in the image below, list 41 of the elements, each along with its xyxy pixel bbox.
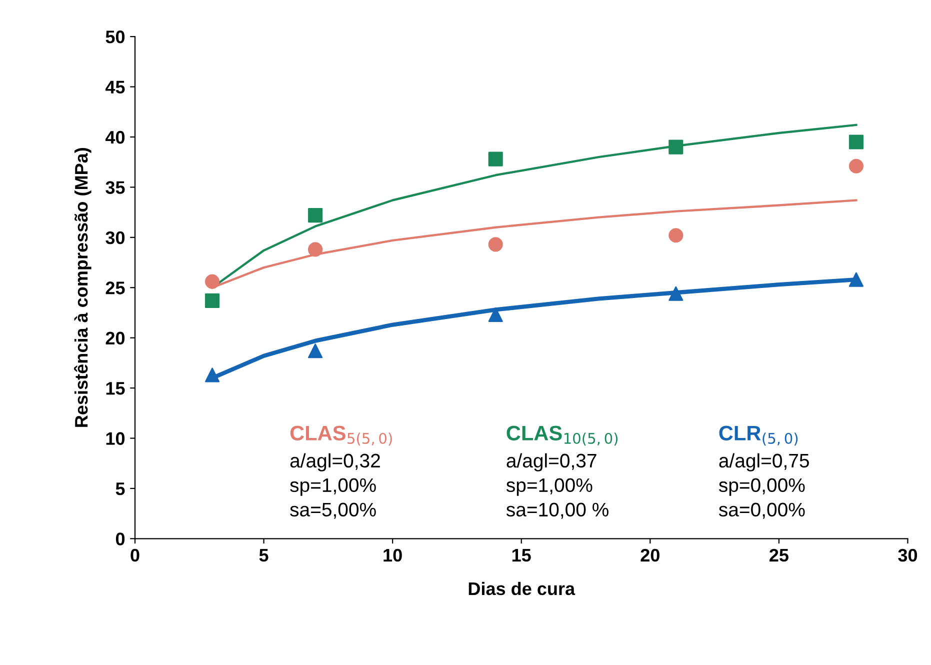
- y-tick-label: 30: [106, 231, 125, 244]
- x-tick-label: 30: [898, 548, 918, 562]
- point: [668, 140, 684, 154]
- x-tick-label: 20: [640, 548, 660, 562]
- point: [668, 228, 684, 243]
- x-tick-label: 25: [770, 548, 788, 562]
- point: [488, 237, 503, 252]
- y-tick-label: 0: [116, 532, 125, 546]
- y-tick-label: 45: [105, 80, 125, 94]
- x-tick-label: 10: [384, 548, 402, 562]
- y-tick-label: 40: [105, 130, 125, 144]
- point: [308, 208, 323, 223]
- text: CLAS$_{10(5,0)}$: [506, 426, 618, 446]
- y-tick-label: 10: [106, 432, 125, 445]
- y-tick-label: 15: [106, 382, 125, 395]
- y-tick-label: 5: [116, 482, 125, 496]
- point: [204, 368, 220, 382]
- y-tick-label: 25: [106, 282, 125, 294]
- point: [488, 307, 503, 322]
- y-tick-label: 50: [106, 30, 125, 44]
- point: [668, 286, 684, 301]
- y-tick-label: 35: [106, 181, 125, 194]
- point: [848, 158, 864, 174]
- point: [848, 134, 864, 150]
- point: [848, 272, 864, 287]
- text: CLAS$_{5(5,0)}$: [290, 426, 392, 446]
- annotation: a/agl=0,32 sp=1,00% sa=5,00%: [290, 453, 380, 519]
- y-tick-label: 20: [106, 332, 125, 345]
- point: [204, 274, 220, 289]
- annotation: a/agl=0,37 sp=1,00% sa=10,00 %: [506, 453, 608, 519]
- point: [204, 293, 220, 308]
- point: [308, 242, 323, 257]
- point: [488, 152, 503, 166]
- annotation: a/agl=0,75 sp=0,00% sa=0,00%: [718, 453, 809, 519]
- x-axis-title: Dias de cura: [468, 582, 576, 596]
- x-tick-label: 0: [130, 548, 140, 562]
- text: CLR$_{(5,0)}$: [719, 426, 798, 446]
- x-tick-label: 15: [512, 549, 531, 562]
- point: [308, 344, 323, 358]
- x-tick-label: 5: [259, 549, 268, 562]
- y-axis-title: Resistência à compressão (MPa): [74, 148, 92, 427]
